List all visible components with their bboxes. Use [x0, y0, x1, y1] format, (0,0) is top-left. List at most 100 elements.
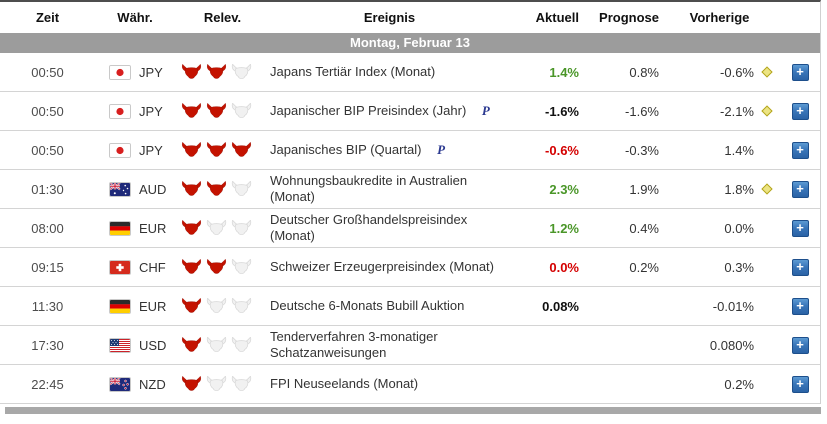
add-alert-plus-button[interactable]: + — [791, 180, 809, 198]
plus-cell: + — [780, 219, 820, 237]
event-row[interactable]: 17:30 USD Tenderverfahren 3-monatiger Sc… — [0, 326, 820, 365]
event-cell: Japanisches BIP (Quartal) P — [270, 139, 509, 161]
event-link[interactable]: Tenderverfahren 3-monatiger Schatzanweis… — [270, 329, 438, 360]
preliminary-icon: P — [481, 103, 490, 118]
flag-japan-icon — [109, 142, 131, 158]
event-time: 00:50 — [31, 142, 64, 158]
currency-code: CHF — [139, 259, 166, 275]
event-time: 08:00 — [31, 220, 64, 236]
bull-icon-active — [181, 103, 202, 119]
note-cell — [754, 341, 780, 349]
bull-icon-active — [206, 142, 227, 158]
add-alert-plus-button[interactable]: + — [791, 336, 809, 354]
event-link[interactable]: FPI Neuseelands (Monat) — [270, 376, 419, 391]
currency-cell: JPY — [95, 103, 175, 119]
event-time: 01:30 — [31, 181, 64, 197]
plus-cell: + — [780, 63, 820, 81]
plus-cell: + — [780, 375, 820, 393]
currency-code: EUR — [139, 220, 167, 236]
event-time: 09:15 — [31, 259, 64, 275]
plus-cell: + — [780, 258, 820, 276]
bull-icon-inactive — [231, 181, 252, 197]
relevance-cell — [175, 298, 270, 314]
event-link[interactable]: Japans Tertiär Index (Monat) — [270, 64, 436, 79]
forecast-value: -1.6% — [625, 103, 659, 119]
event-row[interactable]: 22:45 NZD FPI Neuseelands (Monat) 0.2% + — [0, 365, 820, 404]
plus-cell: + — [780, 180, 820, 198]
bull-icon-inactive — [206, 298, 227, 314]
column-header-time: Zeit — [35, 10, 60, 25]
add-alert-plus-button[interactable]: + — [791, 63, 809, 81]
add-alert-plus-button[interactable]: + — [791, 258, 809, 276]
add-alert-plus-button[interactable]: + — [791, 141, 809, 159]
event-link[interactable]: Japanischer BIP Preisindex (Jahr) — [270, 103, 467, 118]
flag-germany-icon — [109, 220, 131, 236]
note-cell — [754, 224, 780, 232]
actual-value: 0.0% — [549, 259, 579, 275]
flag-germany-icon — [109, 298, 131, 314]
column-header-relevance: Relev. — [203, 10, 242, 25]
event-row[interactable]: 01:30 AUD Wohnungsbaukredite in Australi… — [0, 170, 820, 209]
bull-icon-active — [181, 259, 202, 275]
relevance-cell — [175, 376, 270, 392]
event-link[interactable]: Japanisches BIP (Quartal) — [270, 142, 422, 157]
bull-icon-active — [206, 103, 227, 119]
bull-icon-inactive — [231, 337, 252, 353]
currency-code: NZD — [139, 376, 166, 392]
event-time: 22:45 — [31, 376, 64, 392]
bull-icon-active — [206, 181, 227, 197]
add-alert-plus-button[interactable]: + — [791, 297, 809, 315]
event-row[interactable]: 09:15 CHF Schweizer Erzeugerpreisindex (… — [0, 248, 820, 287]
add-alert-plus-button[interactable]: + — [791, 375, 809, 393]
previous-value: -2.1% — [720, 103, 754, 119]
event-link[interactable]: Deutscher Großhandelspreisindex (Monat) — [270, 212, 468, 243]
note-cell — [754, 105, 780, 117]
actual-value: -0.6% — [545, 142, 579, 158]
table-header-row: Zeit Währ. Relev. Ereignis Aktuell Progn… — [0, 2, 820, 33]
actual-value: 1.2% — [549, 220, 579, 236]
bull-icon-inactive — [206, 337, 227, 353]
column-header-previous: Vorherige — [689, 10, 750, 25]
economic-calendar-table: Zeit Währ. Relev. Ereignis Aktuell Progn… — [0, 0, 821, 404]
currency-cell: AUD — [95, 181, 175, 197]
flag-new-zealand-icon — [109, 376, 131, 392]
event-cell: Schweizer Erzeugerpreisindex (Monat) — [270, 256, 509, 278]
event-time: 17:30 — [31, 337, 64, 353]
actual-value: 1.4% — [549, 64, 579, 80]
event-row[interactable]: 08:00 EUR Deutscher Großhandelspreisinde… — [0, 209, 820, 248]
column-header-actual: Aktuell — [535, 10, 579, 25]
currency-code: JPY — [139, 64, 163, 80]
event-link[interactable]: Schweizer Erzeugerpreisindex (Monat) — [270, 259, 494, 274]
currency-cell: JPY — [95, 64, 175, 80]
bull-icon-active — [181, 142, 202, 158]
add-alert-plus-button[interactable]: + — [791, 219, 809, 237]
flag-japan-icon — [109, 64, 131, 80]
forecast-value: 0.2% — [629, 259, 659, 275]
event-cell: Deutscher Großhandelspreisindex (Monat) — [270, 209, 509, 247]
event-link[interactable]: Wohnungsbaukredite in Australien (Monat) — [270, 173, 468, 204]
actual-value: -1.6% — [545, 103, 579, 119]
add-alert-plus-button[interactable]: + — [791, 102, 809, 120]
note-cell — [754, 263, 780, 271]
note-diamond-icon — [761, 105, 773, 117]
event-time: 00:50 — [31, 103, 64, 119]
relevance-cell — [175, 337, 270, 353]
previous-value: 0.080% — [709, 337, 754, 353]
event-link[interactable]: Deutsche 6-Monats Bubill Auktion — [270, 298, 465, 313]
previous-value: -0.6% — [720, 64, 754, 80]
bull-icon-inactive — [231, 298, 252, 314]
event-row[interactable]: 00:50 JPY Japanischer BIP Preisindex (Ja… — [0, 92, 820, 131]
previous-value: 1.4% — [724, 142, 754, 158]
currency-cell: CHF — [95, 259, 175, 275]
event-row[interactable]: 11:30 EUR Deutsche 6-Monats Bubill Aukti… — [0, 287, 820, 326]
event-row[interactable]: 00:50 JPY Japans Tertiär Index (Monat) 1… — [0, 53, 820, 92]
currency-cell: JPY — [95, 142, 175, 158]
event-row[interactable]: 00:50 JPY Japanisches BIP (Quartal) P -0… — [0, 131, 820, 170]
note-cell — [754, 183, 780, 195]
forecast-value: 0.4% — [629, 220, 659, 236]
currency-code: AUD — [139, 181, 167, 197]
currency-code: USD — [139, 337, 167, 353]
bull-icon-inactive — [231, 220, 252, 236]
bottom-scrollbar[interactable] — [5, 407, 821, 414]
event-cell: Deutsche 6-Monats Bubill Auktion — [270, 295, 509, 317]
